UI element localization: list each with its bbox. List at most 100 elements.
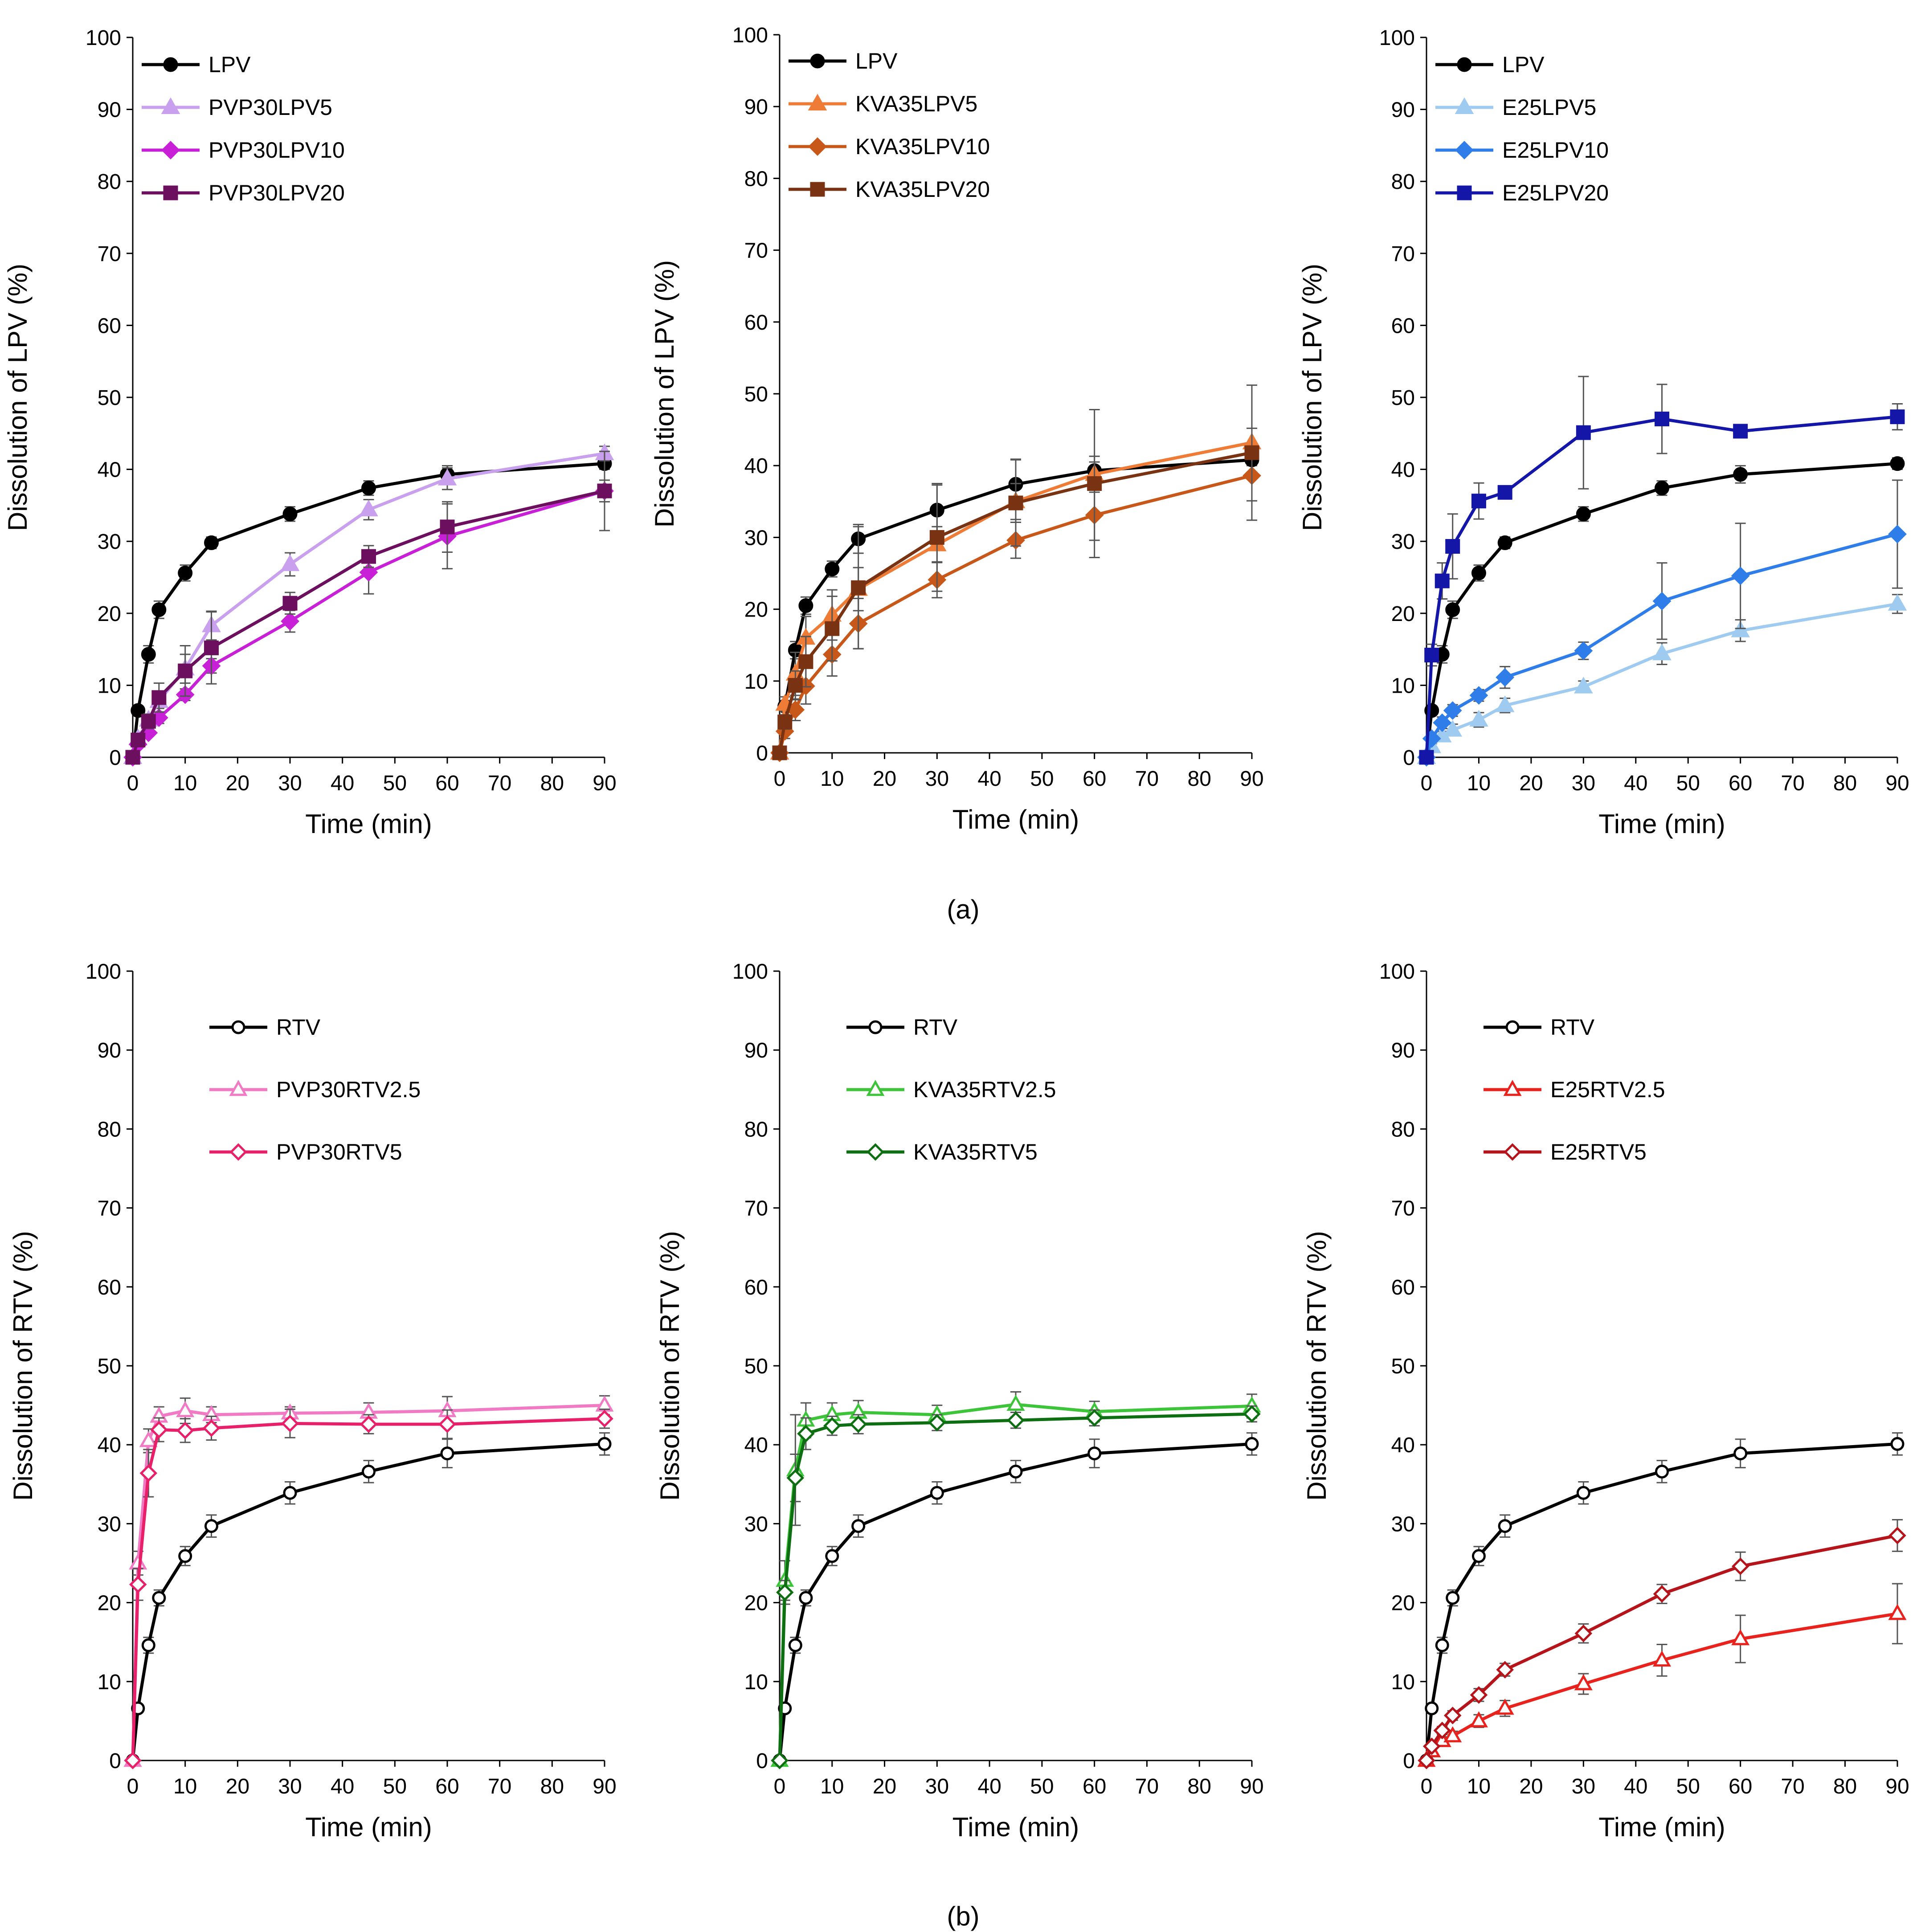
legend-marker [161, 97, 180, 114]
y-tick-label: 40 [744, 454, 768, 478]
y-tick-label: 100 [1379, 960, 1415, 984]
x-tick-label: 50 [1676, 772, 1700, 795]
y-tick-label: 50 [98, 1355, 121, 1378]
data-point [823, 1417, 841, 1435]
y-axis-label: Dissolution of LPV (%) [650, 260, 679, 527]
y-tick-label: 50 [1391, 386, 1415, 410]
legend-label: PVP30LPV10 [208, 138, 345, 163]
y-tick-label: 100 [732, 960, 768, 984]
x-tick-label: 80 [540, 1775, 564, 1798]
x-tick-label: 40 [977, 767, 1001, 791]
x-tick-label: 0 [1421, 1775, 1433, 1798]
legend-marker [229, 1143, 247, 1161]
data-point [1653, 1585, 1671, 1603]
x-tick-label: 20 [1519, 772, 1543, 795]
x-tick-label: 50 [383, 1775, 407, 1798]
x-tick-label: 20 [226, 1775, 249, 1798]
data-point [281, 612, 299, 631]
x-tick-label: 60 [1729, 772, 1752, 795]
y-tick-label: 80 [1391, 1118, 1415, 1141]
data-point [1008, 495, 1023, 511]
y-tick-label: 30 [1391, 1512, 1415, 1536]
x-tick-label: 0 [127, 772, 139, 795]
y-tick-label: 20 [1391, 1592, 1415, 1615]
series-line [1425, 415, 1898, 758]
x-tick-label: 50 [1030, 767, 1054, 791]
data-point [1731, 621, 1750, 637]
y-tick-label: 50 [744, 1355, 768, 1378]
data-point [1445, 539, 1460, 554]
data-point [129, 1576, 147, 1593]
y-tick-label: 70 [98, 242, 121, 266]
data-point [1731, 566, 1750, 585]
data-point [825, 1549, 839, 1563]
legend-marker [161, 141, 180, 159]
y-tick-label: 90 [98, 1039, 121, 1062]
x-tick-label: 50 [1030, 1775, 1054, 1798]
data-point [788, 678, 803, 693]
x-tick-label: 20 [873, 1775, 896, 1798]
y-tick-label: 50 [98, 386, 121, 410]
series-line [1425, 462, 1898, 758]
x-axis-label: Time (min) [305, 809, 432, 839]
legend-label: PVP30RTV5 [276, 1140, 402, 1164]
x-tick-label: 30 [1572, 1775, 1595, 1798]
data-point [1498, 1519, 1512, 1533]
x-axis-label: Time (min) [305, 1812, 432, 1842]
data-point [1652, 1650, 1672, 1667]
data-point [1655, 481, 1669, 496]
x-axis-label: Time (min) [952, 805, 1079, 834]
data-point [1445, 602, 1460, 617]
data-point [178, 663, 193, 678]
series-line [131, 1442, 605, 1761]
data-point [1652, 643, 1672, 661]
data-point [597, 1437, 612, 1451]
y-axis-label: Dissolution of RTV (%) [8, 1231, 38, 1501]
y-tick-label: 60 [744, 1276, 768, 1299]
legend-marker [1457, 185, 1472, 200]
x-tick-label: 50 [383, 772, 407, 795]
x-tick-label: 20 [873, 767, 896, 791]
y-tick-label: 90 [98, 98, 121, 122]
legend-marker [1503, 1080, 1522, 1096]
x-tick-label: 0 [774, 767, 786, 791]
legend-label: RTV [913, 1015, 958, 1040]
data-point [1424, 648, 1439, 663]
y-tick-label: 70 [744, 1197, 768, 1221]
chart-b3: 0 10 20 30 40 50 60 70 80 90 100 0 10 20 30 40 50 60 70 80 9… [1302, 960, 1909, 1842]
data-point [280, 554, 300, 571]
data-point [440, 519, 455, 535]
x-tick-label: 90 [1885, 1775, 1909, 1798]
x-tick-label: 40 [977, 1775, 1001, 1798]
legend-marker [163, 57, 178, 72]
series-line [131, 462, 605, 758]
data-point [1652, 592, 1672, 611]
y-tick-label: 90 [744, 1039, 768, 1062]
data-point [849, 1415, 867, 1433]
data-point [1574, 677, 1593, 694]
y-tick-label: 70 [98, 1197, 121, 1221]
data-point [929, 530, 944, 545]
data-point [1418, 1752, 1435, 1769]
data-point [1422, 1737, 1441, 1755]
data-point [282, 506, 298, 522]
x-tick-label: 30 [1572, 772, 1595, 795]
legend-label: RTV [1550, 1015, 1595, 1040]
series-line [131, 1404, 605, 1761]
x-tick-label: 90 [1885, 772, 1909, 795]
data-point [771, 1752, 789, 1769]
data-point [1576, 425, 1591, 440]
data-point [361, 481, 376, 496]
y-tick-label: 0 [756, 742, 768, 765]
y-tick-label: 30 [744, 526, 768, 550]
y-tick-label: 0 [1403, 746, 1415, 770]
data-point [438, 1415, 456, 1433]
data-point [131, 732, 146, 747]
y-tick-label: 10 [744, 1671, 768, 1694]
x-tick-label: 20 [226, 772, 249, 795]
data-point [1425, 1701, 1439, 1716]
legend-marker [868, 1020, 883, 1034]
x-tick-label: 10 [820, 767, 844, 791]
chart-b1: 0 10 20 30 40 50 60 70 80 90 100 0 10 20 30 40 50 60 70 80 9… [8, 960, 617, 1842]
x-tick-label: 70 [488, 772, 511, 795]
